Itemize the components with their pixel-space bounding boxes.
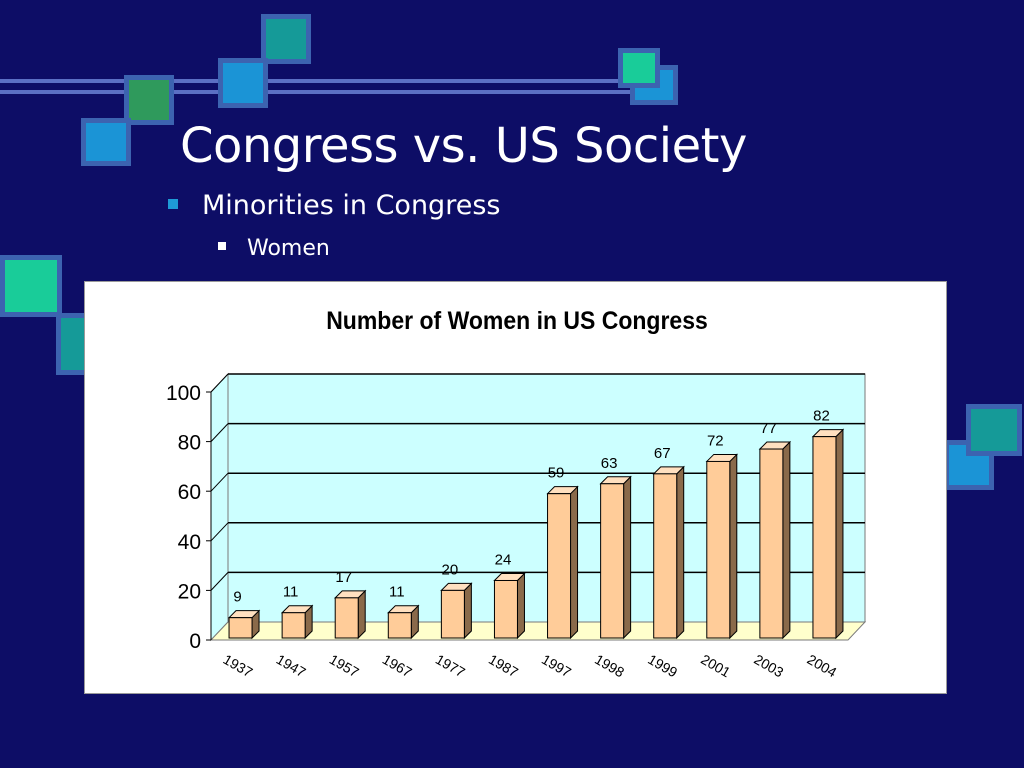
bar xyxy=(493,572,526,640)
decorative-square xyxy=(218,58,268,108)
bar xyxy=(334,589,367,640)
bar xyxy=(440,582,473,640)
x-tick-label: 1937 xyxy=(221,651,256,681)
data-label: 67 xyxy=(654,445,671,462)
plot-floor xyxy=(209,621,867,641)
bar-front xyxy=(228,617,253,639)
x-tick-label: 1998 xyxy=(592,651,627,681)
bar xyxy=(758,440,792,640)
bar-front xyxy=(547,493,572,639)
decorative-square xyxy=(0,255,62,317)
bar-side xyxy=(623,475,632,640)
bar xyxy=(599,475,632,640)
data-label: 20 xyxy=(442,561,459,578)
decorative-square xyxy=(618,48,660,88)
bar xyxy=(387,604,420,640)
data-label: 82 xyxy=(813,408,830,425)
x-tick-label: 1957 xyxy=(327,651,362,681)
data-label: 63 xyxy=(601,455,618,472)
bar-front xyxy=(440,589,465,639)
decorative-square xyxy=(81,118,131,166)
bar-front xyxy=(653,473,678,639)
x-tick-label: 1987 xyxy=(486,651,521,681)
decorative-horizontal-line xyxy=(0,90,640,94)
square-bullet-icon xyxy=(168,198,178,209)
bar-front xyxy=(759,448,784,639)
bar xyxy=(705,453,738,640)
y-tick-label: 40 xyxy=(178,531,201,554)
decorative-square xyxy=(966,404,1022,456)
square-bullet-icon xyxy=(218,242,226,250)
x-tick-label: 2003 xyxy=(751,651,786,681)
bar-side xyxy=(516,572,525,640)
bullet-text: Minorities in Congress xyxy=(202,190,501,221)
data-label: 24 xyxy=(495,551,512,568)
bar-side xyxy=(357,589,366,640)
decorative-horizontal-line xyxy=(0,79,640,83)
data-label: 11 xyxy=(283,584,299,601)
bar xyxy=(811,428,845,640)
y-tick-label: 0 xyxy=(189,630,201,653)
gridline-side xyxy=(210,423,229,442)
bar-front xyxy=(281,612,306,639)
bar-front xyxy=(493,579,518,639)
plot-side-wall xyxy=(210,372,229,642)
chart-title: Number of Women in US Congress xyxy=(326,307,708,335)
bar xyxy=(280,604,314,640)
bar xyxy=(652,465,685,640)
bar-side xyxy=(729,453,738,640)
x-tick-label: 1997 xyxy=(539,651,574,681)
decorative-square xyxy=(261,14,311,64)
y-tick-label: 100 xyxy=(166,382,201,405)
y-tick-label: 60 xyxy=(178,481,201,504)
bar-side xyxy=(782,440,791,640)
x-tick-label: 1947 xyxy=(274,651,309,681)
bar-front xyxy=(387,612,412,639)
bullet-text: Women xyxy=(247,236,330,261)
x-tick-label: 1999 xyxy=(645,651,680,681)
data-label: 77 xyxy=(760,420,777,437)
bar-side xyxy=(835,428,844,640)
data-label: 9 xyxy=(233,589,241,606)
bar-front xyxy=(334,597,359,639)
bullet-level-2: Women xyxy=(218,236,330,261)
x-tick-label: 2004 xyxy=(804,651,839,681)
slide-title: Congress vs. US Society xyxy=(180,118,747,174)
gridline-side xyxy=(210,472,229,492)
bar-front xyxy=(812,436,837,639)
y-tick-label: 20 xyxy=(178,580,201,603)
gridline-side xyxy=(210,572,229,591)
bar-side xyxy=(463,582,472,640)
x-tick-label: 2001 xyxy=(698,651,733,681)
y-tick-label: 80 xyxy=(178,432,201,455)
bar-side xyxy=(676,465,685,640)
gridline-side xyxy=(210,373,229,393)
data-label: 11 xyxy=(389,584,405,601)
bar xyxy=(227,609,261,640)
bar-chart: Number of Women in US Congress 0 20 40 60 80 1… xyxy=(166,307,867,681)
x-tick-label: 1977 xyxy=(433,651,468,681)
bar xyxy=(546,485,579,640)
bullet-level-1: Minorities in Congress xyxy=(168,190,500,221)
x-tick-label: 1967 xyxy=(380,651,415,681)
data-label: 17 xyxy=(335,569,352,586)
data-label: 72 xyxy=(707,432,724,449)
chart-panel: Number of Women in US Congress 0 20 40 60 80 1… xyxy=(84,281,947,694)
bar-front xyxy=(600,483,625,639)
gridline-side xyxy=(210,522,229,542)
bar-side xyxy=(570,485,579,640)
data-label: 59 xyxy=(548,465,565,482)
decorative-square xyxy=(124,75,174,125)
bar-front xyxy=(706,460,731,639)
